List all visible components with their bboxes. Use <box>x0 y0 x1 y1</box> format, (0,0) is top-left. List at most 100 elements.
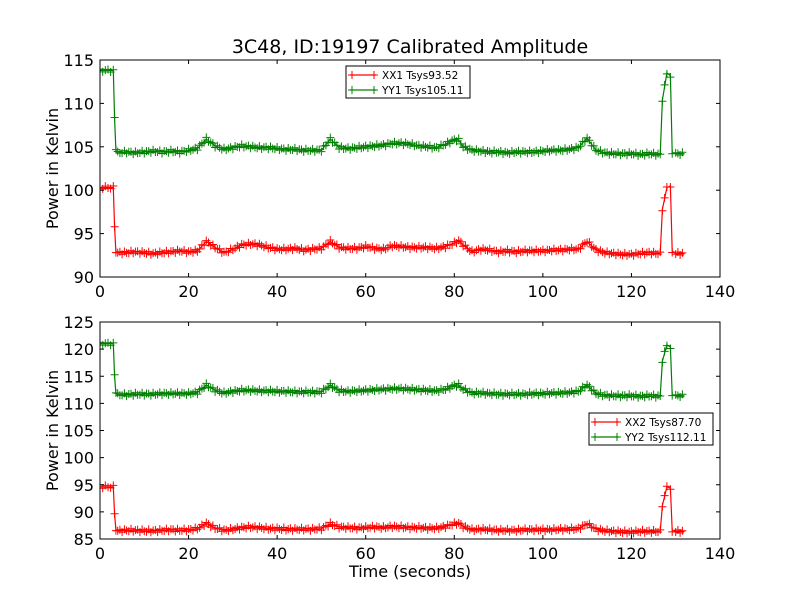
data-point-marker <box>666 183 675 191</box>
data-point-marker <box>456 237 465 246</box>
legend-box <box>588 412 714 446</box>
data-point-marker <box>660 80 669 89</box>
data-point-marker <box>658 206 667 215</box>
legend: XX2 Tsys87.70 YY2 Tsys112.11 <box>588 412 714 446</box>
legend-marker <box>348 86 356 94</box>
data-point-marker <box>660 491 669 500</box>
x-tick-label: 0 <box>95 544 105 563</box>
series-markers <box>100 481 687 538</box>
y-tick-label: 110 <box>63 94 94 113</box>
data-point-marker <box>332 240 341 249</box>
x-tick-label: 120 <box>616 544 647 563</box>
data-point-marker <box>585 136 594 145</box>
x-tick-label: 40 <box>267 544 287 563</box>
data-point-marker <box>326 379 335 388</box>
data-point-marker <box>109 338 118 347</box>
data-point-marker <box>585 382 594 391</box>
data-point-marker <box>678 526 687 535</box>
y-tick-label: 90 <box>74 268 94 287</box>
data-point-marker <box>656 248 665 257</box>
data-point-marker <box>678 148 687 157</box>
y-axis-label: Power in Kelvin <box>43 108 62 229</box>
series-yy1 <box>100 65 687 160</box>
legend-marker <box>370 86 378 94</box>
legend-entry-label: YY1 Tsys105.11 <box>381 85 463 97</box>
axes-frame <box>99 59 721 278</box>
legend: XX1 Tsys93.52 YY1 Tsys105.11 <box>345 65 471 99</box>
x-axis-label: Time (seconds) <box>348 562 471 581</box>
data-point-marker <box>456 520 465 528</box>
data-point-marker <box>215 244 224 253</box>
data-point-marker <box>193 390 202 399</box>
y-tick-label: 105 <box>63 138 94 157</box>
legend-marker <box>591 418 599 426</box>
legend-entry-label: YY2 Tsys112.11 <box>624 432 706 444</box>
data-point-marker <box>454 134 463 143</box>
y-tick-label: 85 <box>74 530 94 549</box>
data-point-marker <box>576 244 585 253</box>
x-tick-label: 80 <box>444 282 464 301</box>
data-point-marker <box>317 147 326 156</box>
data-point-marker <box>660 193 669 202</box>
x-tick-label: 100 <box>528 282 559 301</box>
legend-marker <box>370 71 378 79</box>
x-tick-label: 80 <box>444 544 464 563</box>
data-point-marker <box>110 222 119 231</box>
legend-entry-label: XX1 Tsys93.52 <box>382 70 458 82</box>
legend-marker <box>613 418 621 426</box>
x-tick-label: 140 <box>705 544 736 563</box>
x-tick-label: 20 <box>178 544 198 563</box>
legend-entry-label: XX2 Tsys87.70 <box>625 417 701 429</box>
legend-marker <box>613 433 621 441</box>
top-panel: 0 20 40 60 80 100 120 140 90 95 100 105 110 115 Power … <box>43 51 735 301</box>
series-yy2 <box>100 338 687 402</box>
data-point-marker <box>110 113 119 122</box>
y-tick-label: 110 <box>63 394 94 413</box>
data-point-marker <box>589 141 598 150</box>
data-point-marker <box>111 145 120 154</box>
data-point-marker <box>326 133 335 142</box>
y-tick-label: 100 <box>63 181 94 200</box>
plot-area <box>100 65 687 260</box>
data-point-marker <box>193 146 202 155</box>
plot-area <box>100 338 687 538</box>
data-point-marker <box>678 248 687 257</box>
series-xx2 <box>100 481 687 538</box>
y-tick-label: 120 <box>63 340 94 359</box>
data-point-marker <box>109 182 118 190</box>
legend-marker <box>348 71 356 79</box>
data-point-marker <box>576 142 585 151</box>
y-tick-label: 125 <box>63 313 94 332</box>
data-point-marker <box>666 344 675 353</box>
y-tick-label: 115 <box>63 51 94 70</box>
series-markers <box>100 338 687 402</box>
x-tick-label: 0 <box>95 282 105 301</box>
y-tick-label: 95 <box>74 476 94 495</box>
x-tick-label: 120 <box>616 282 647 301</box>
data-point-marker <box>678 390 687 399</box>
y-axis-label: Power in Kelvin <box>43 370 62 491</box>
y-tick-label: 115 <box>63 367 94 386</box>
data-point-marker <box>110 370 119 379</box>
data-point-marker <box>666 485 675 494</box>
x-tick-label: 60 <box>356 544 376 563</box>
data-point-marker <box>110 509 119 518</box>
data-point-marker <box>208 139 217 148</box>
data-point-marker <box>666 73 675 82</box>
y-tick-label: 100 <box>63 449 94 468</box>
y-tick-label: 105 <box>63 422 94 441</box>
y-tick-label: 90 <box>74 503 94 522</box>
x-tick-label: 20 <box>178 282 198 301</box>
data-point-marker <box>195 245 204 253</box>
bottom-panel: 0 20 40 60 80 100 120 140 85 90 95 100 105 110 115 120 1… <box>43 313 735 563</box>
x-tick-label: 100 <box>528 544 559 563</box>
data-point-marker <box>656 525 665 534</box>
data-point-marker <box>576 386 585 395</box>
series-xx1 <box>100 182 687 260</box>
data-point-marker <box>317 389 326 398</box>
legend-marker <box>591 433 599 441</box>
x-tick-label: 60 <box>356 282 376 301</box>
y-tick-label: 95 <box>74 225 94 244</box>
